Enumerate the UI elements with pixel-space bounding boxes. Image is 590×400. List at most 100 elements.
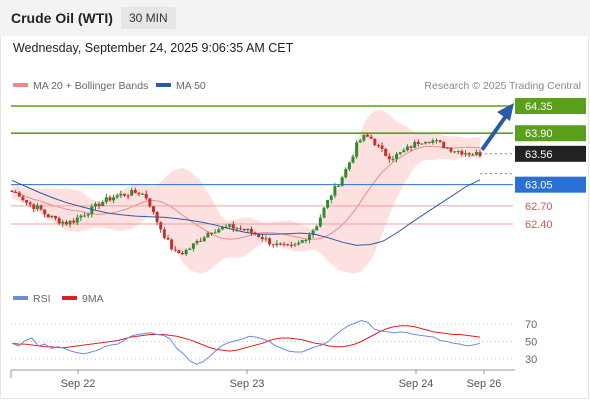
candle-body <box>474 152 478 155</box>
candle-body <box>228 224 232 227</box>
candle-body <box>224 226 228 228</box>
candle-body <box>83 215 87 217</box>
level-label-63.05: 63.05 <box>525 180 553 192</box>
candle-body <box>108 197 112 201</box>
candle-body <box>79 215 83 218</box>
candle-body <box>318 217 322 227</box>
candle-body <box>217 229 221 233</box>
candle-body <box>286 244 290 246</box>
candle-body <box>177 250 181 253</box>
timeframe-badge[interactable]: 30 MIN <box>121 7 176 29</box>
candle-body <box>333 185 337 196</box>
candle-body <box>119 193 123 196</box>
rsi-tick-50: 50 <box>525 337 537 349</box>
candle-body <box>431 140 435 143</box>
level-label-62.70: 62.70 <box>525 201 553 213</box>
candle-body <box>402 150 406 153</box>
candle-body <box>416 141 420 145</box>
ma9-line <box>11 325 481 352</box>
candle-body <box>46 214 50 218</box>
forecast-arrow-head <box>497 103 514 121</box>
candle-body <box>249 228 253 233</box>
candle-body <box>456 151 460 153</box>
candle-body <box>68 220 72 225</box>
ma50-line <box>11 179 481 246</box>
candle-body <box>86 214 90 216</box>
candle-body <box>101 202 105 207</box>
candle-body <box>50 215 54 218</box>
candle-body <box>369 136 373 139</box>
candle-body <box>413 141 417 148</box>
x-tick-label: Sep 22 <box>61 378 96 390</box>
candle-body <box>235 228 239 230</box>
candle-body <box>137 192 141 195</box>
candle-body <box>329 195 333 200</box>
candle-body <box>351 156 355 163</box>
candle-body <box>362 134 366 141</box>
legend-ma9: 9MA <box>62 293 104 305</box>
level-box-63.56 <box>515 145 586 162</box>
candle-body <box>289 244 293 246</box>
candle-body <box>141 193 145 195</box>
ma50-swatch <box>156 83 171 88</box>
candle-body <box>293 244 297 246</box>
candle-body <box>206 232 210 238</box>
candle-body <box>384 148 388 157</box>
candle-body <box>460 151 464 155</box>
candle-body <box>380 145 384 149</box>
candle-body <box>304 240 308 242</box>
ma20-line <box>11 145 481 240</box>
candle-body <box>170 239 174 250</box>
level-box-63.05 <box>515 176 586 193</box>
candle-body <box>39 205 43 210</box>
candle-body <box>445 147 449 149</box>
candle-body <box>478 152 482 157</box>
candle-body <box>355 142 359 157</box>
candle-body <box>10 190 14 192</box>
candle-body <box>373 138 377 146</box>
legend-ma20: MA 20 + Bollinger Bands <box>13 80 148 92</box>
rsi-line <box>11 319 481 365</box>
candle-body <box>409 146 413 148</box>
candle-body <box>166 237 170 240</box>
candle-body <box>17 192 21 197</box>
candle-body <box>173 249 177 251</box>
candle-body <box>347 162 351 170</box>
candle-body <box>181 252 185 255</box>
candle-body <box>191 243 195 249</box>
candle-body <box>271 244 275 246</box>
forecast-arrow-shaft <box>480 114 508 151</box>
candle-body <box>130 190 134 196</box>
copyright-text: Research © 2025 Trading Central <box>424 80 581 92</box>
x-tick-label: Sep 24 <box>399 378 434 390</box>
candle-body <box>188 248 192 250</box>
candle-body <box>231 224 235 229</box>
candle-body <box>93 203 97 207</box>
candle-body <box>202 237 206 242</box>
candle-body <box>376 145 380 147</box>
candle-body <box>282 244 286 246</box>
candle-body <box>57 218 61 224</box>
candle-body <box>213 232 217 234</box>
candle-body <box>122 193 126 196</box>
candle-body <box>151 206 155 213</box>
candle-body <box>61 221 65 224</box>
candle-body <box>278 243 282 245</box>
candle-body <box>133 190 137 193</box>
x-tick-label: Sep 23 <box>230 378 265 390</box>
candle-body <box>405 146 409 151</box>
rsi-tick-30: 30 <box>525 354 537 366</box>
ma20-swatch <box>13 83 28 88</box>
candle-body <box>148 198 152 207</box>
candle-body <box>420 143 424 145</box>
candle-body <box>366 134 370 137</box>
candle-body <box>387 156 391 160</box>
candle-body <box>391 159 395 161</box>
candle-body <box>97 203 101 207</box>
candle-body <box>115 195 119 198</box>
candle-body <box>275 243 279 246</box>
candle-body <box>28 202 32 205</box>
candle-body <box>199 240 203 242</box>
candle-body <box>337 185 341 187</box>
ma9-swatch <box>62 296 77 301</box>
